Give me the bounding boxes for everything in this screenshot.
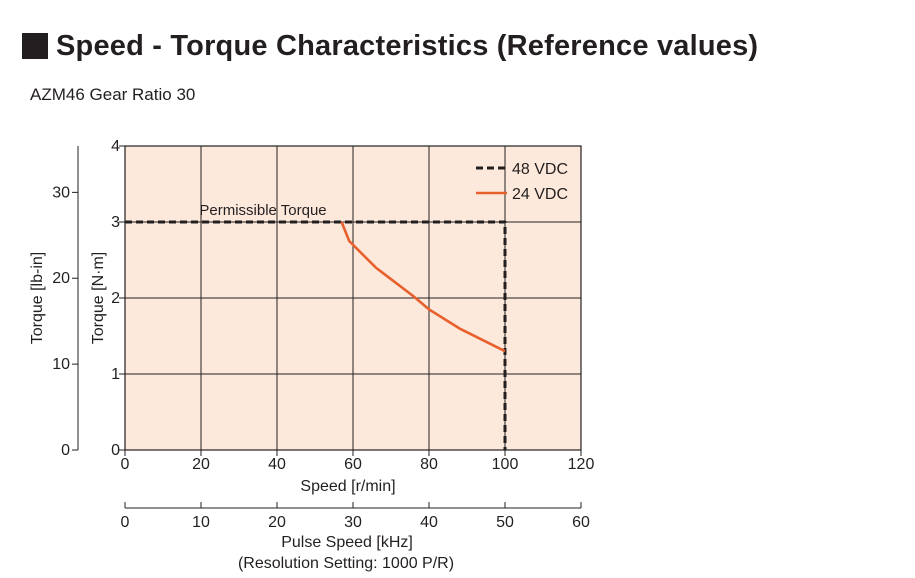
x2-tick-label: 30: [344, 514, 362, 531]
series-layer: [125, 220, 507, 450]
chart-heading: Speed - Torque Characteristics (Referenc…: [22, 28, 758, 64]
x2-tick-label: 10: [192, 514, 210, 531]
x2-tick-label: 0: [121, 514, 130, 531]
y-tick-label: 3: [111, 214, 120, 231]
y-tick-label: 4: [111, 138, 120, 155]
y-tick-label: 1: [111, 366, 120, 383]
x-tick-label: 60: [344, 456, 362, 473]
y-tick-label: 2: [111, 290, 120, 307]
y2-tick-label: 20: [52, 270, 70, 287]
x-tick-label: 0: [121, 456, 130, 473]
x2-tick-label: 50: [496, 514, 514, 531]
y2-tick-label: 10: [52, 356, 70, 373]
x-tick-label: 80: [420, 456, 438, 473]
x-tick-label: 40: [268, 456, 286, 473]
x2-axis: 0 10 20 30 40 50 60: [121, 502, 590, 531]
heading-square-icon: [22, 33, 48, 59]
chart-title: Speed - Torque Characteristics (Referenc…: [56, 29, 759, 62]
y-axis-label: Torque [N·m]: [90, 252, 107, 344]
x2-axis-label: Pulse Speed [kHz]: [281, 534, 413, 551]
x-axis-label: Speed [r/min]: [300, 478, 395, 495]
x2-tick-label: 60: [572, 514, 590, 531]
x-tick-label: 120: [568, 456, 595, 473]
x2-tick-label: 40: [420, 514, 438, 531]
model-subtitle: AZM46 Gear Ratio 30: [30, 85, 196, 104]
y2-tick-label: 0: [61, 442, 70, 459]
legend-label: 24 VDC: [512, 186, 568, 203]
y2-tick-label: 30: [52, 184, 70, 201]
series-line-48-vdc: [125, 220, 507, 450]
legend-label: 48 VDC: [512, 161, 568, 178]
x-tick-label: 20: [192, 456, 210, 473]
y-axis-ticks: 0 1 2 3 4: [111, 138, 125, 459]
series-line-24-vdc: [340, 221, 506, 353]
x-axis-ticks: 0 20 40 60 80 100 120: [121, 450, 595, 473]
y2-axis-label: Torque [lb-in]: [29, 252, 46, 345]
x2-axis-sublabel: (Resolution Setting: 1000 P/R): [238, 555, 454, 572]
x2-tick-label: 20: [268, 514, 286, 531]
y2-axis: 0 10 20 30: [52, 146, 79, 459]
legend: 48 VDC 24 VDC: [476, 161, 568, 203]
annotation-permissible-torque: Permissible Torque: [199, 202, 326, 219]
y-tick-label: 0: [111, 442, 120, 459]
x-tick-label: 100: [492, 456, 519, 473]
